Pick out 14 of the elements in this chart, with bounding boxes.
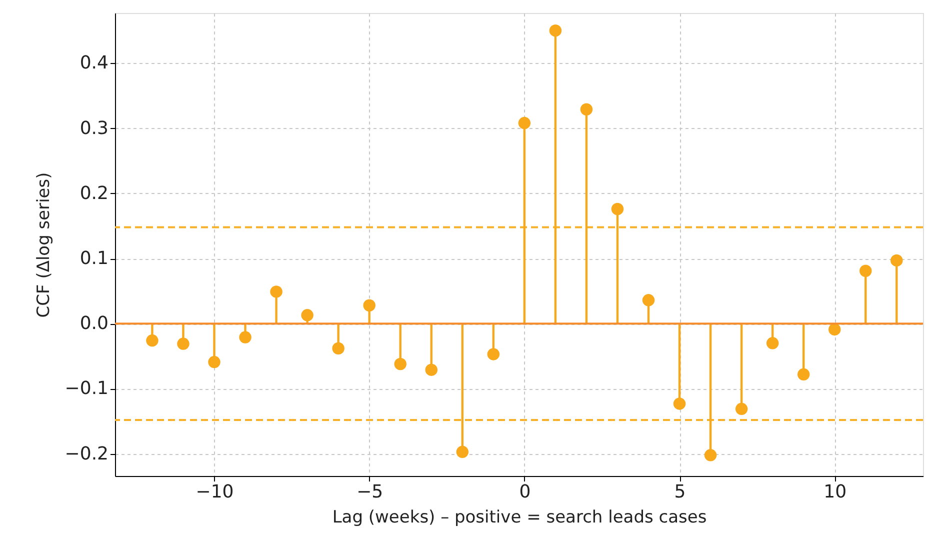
x-tick-label: 5: [674, 482, 686, 502]
x-tick-label: 10: [824, 482, 847, 502]
y-tick-label: 0.2: [80, 182, 108, 204]
y-tick-label: 0.4: [80, 52, 108, 74]
x-axis-title: Lag (weeks) – positive = search leads cases: [332, 508, 707, 528]
x-tick-label: −5: [356, 482, 384, 502]
x-tick-label: 0: [519, 482, 531, 502]
y-axis-title: CCF (Δlog series): [34, 172, 54, 318]
y-tick-label: −0.2: [64, 443, 108, 464]
x-tick-label: −10: [196, 482, 234, 502]
y-tick-label: 0.1: [80, 248, 108, 269]
y-tick-label: 0.3: [80, 118, 108, 139]
y-tick-label: 0.0: [80, 313, 108, 334]
y-tick-label: −0.1: [64, 378, 108, 400]
